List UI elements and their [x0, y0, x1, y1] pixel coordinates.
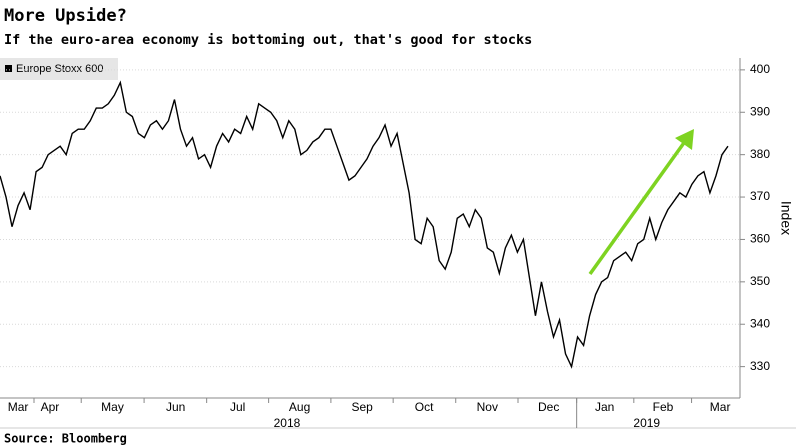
y-tick-label: 340 [750, 316, 770, 330]
year-label: 2018 [274, 416, 301, 430]
x-tick-label: Jun [166, 400, 185, 414]
x-tick-label: Aug [289, 400, 310, 414]
x-tick-label: Nov [477, 400, 498, 414]
legend-label: Europe Stoxx 600 [16, 63, 103, 75]
series-line [0, 80, 729, 369]
arrow-shaft [588, 138, 688, 276]
y-axis-title: Index [778, 201, 794, 235]
y-tick-label: 330 [750, 359, 770, 373]
x-tick-label: Apr [41, 400, 60, 414]
x-tick-label: May [101, 400, 124, 414]
legend-box [0, 58, 118, 80]
y-tick-label: 400 [750, 62, 770, 76]
source: Source: Bloomberg [4, 432, 127, 446]
annotation-arrow [588, 129, 694, 276]
y-tick-label: 360 [750, 232, 770, 246]
chart-subtitle: If the euro-area economy is bottoming ou… [4, 32, 532, 48]
x-tick-label: Jul [230, 400, 245, 414]
y-tick-label: 370 [750, 189, 770, 203]
arrow-head [675, 129, 694, 150]
x-tick-label: Oct [415, 400, 434, 414]
year-label: 2019 [633, 416, 660, 430]
x-tick-label: Dec [538, 400, 559, 414]
y-tick-label: 350 [750, 274, 770, 288]
chart-title: More Upside? [4, 6, 127, 26]
y-tick-label: 390 [750, 104, 770, 118]
y-tick-label: 380 [750, 147, 770, 161]
x-tick-label: Jan [595, 400, 614, 414]
x-tick-label: Feb [653, 400, 674, 414]
x-tick-label: Mar [710, 400, 731, 414]
x-tick-label: Mar [8, 400, 29, 414]
x-tick-label: Sep [351, 400, 373, 414]
legend-swatch [5, 65, 12, 72]
